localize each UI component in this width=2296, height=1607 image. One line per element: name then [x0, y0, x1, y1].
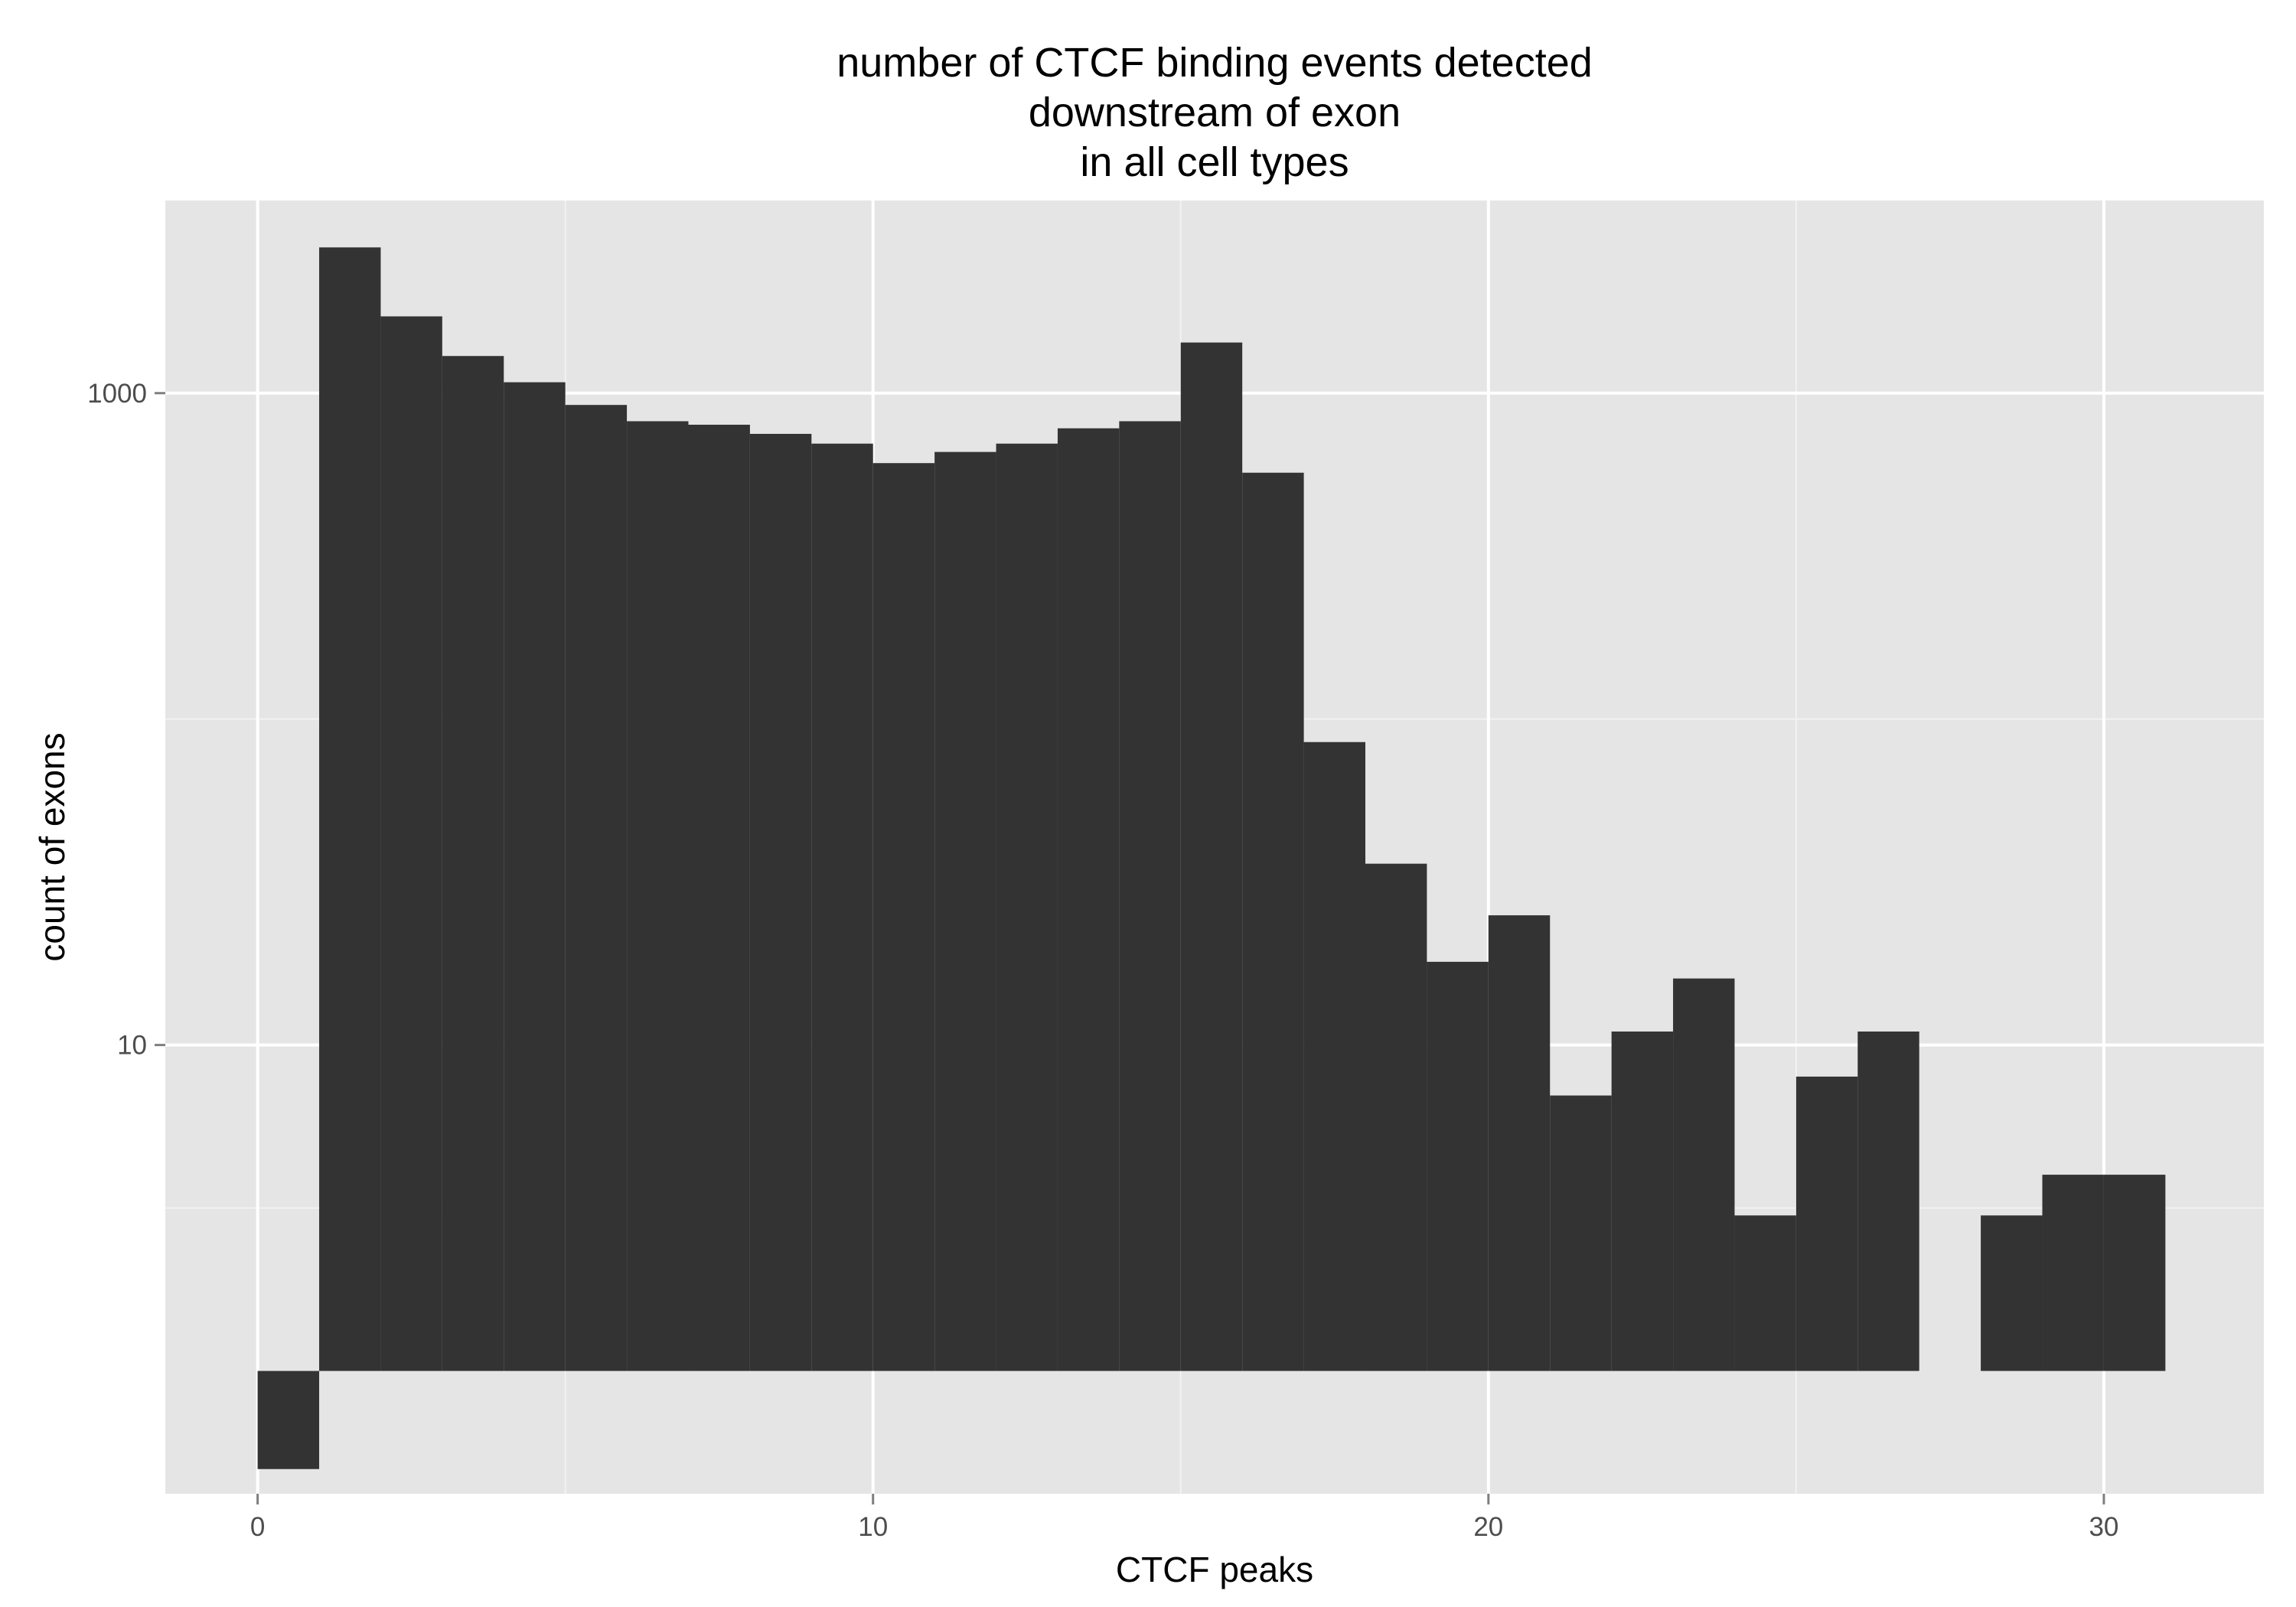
histogram-bar: [1734, 1215, 1796, 1371]
histogram-bars: [257, 247, 2166, 1469]
x-tick-label: 20: [1473, 1512, 1503, 1542]
y-tick-label: 10: [117, 1031, 147, 1061]
histogram-bar: [1427, 961, 1489, 1371]
chart-title-line-1: number of CTCF binding events detected: [837, 40, 1593, 86]
histogram-bar: [442, 356, 504, 1371]
chart-title: number of CTCF binding events detected d…: [837, 40, 1593, 185]
histogram-bar: [1365, 863, 1427, 1371]
x-tick-label: 10: [858, 1512, 888, 1542]
histogram-bar: [1057, 428, 1120, 1371]
histogram-bar: [811, 443, 873, 1371]
histogram-bar: [996, 443, 1058, 1371]
histogram-bar: [1857, 1031, 1919, 1371]
histogram-bar: [1611, 1031, 1674, 1371]
histogram-bar: [2103, 1175, 2166, 1371]
y-axis: 10 1000: [87, 379, 165, 1061]
chart-title-line-2: downstream of exon: [1029, 90, 1401, 135]
histogram-bar: [1303, 742, 1366, 1371]
histogram-bar: [1180, 342, 1243, 1371]
x-tick-label: 30: [2089, 1512, 2118, 1542]
histogram-bar: [1795, 1076, 1858, 1371]
histogram-bar: [380, 316, 442, 1371]
y-axis-title: count of exons: [32, 732, 72, 961]
histogram-bar: [1242, 472, 1304, 1371]
histogram-bar: [2042, 1175, 2104, 1371]
histogram-bar: [319, 247, 381, 1371]
x-axis-title: CTCF peaks: [1116, 1550, 1313, 1589]
histogram-bar: [565, 405, 628, 1371]
histogram-bar: [257, 1371, 320, 1469]
histogram-bar: [872, 463, 935, 1371]
y-tick-label: 1000: [87, 379, 147, 409]
histogram-bar: [688, 425, 750, 1371]
histogram-bar: [627, 421, 689, 1371]
histogram-bar: [504, 382, 566, 1371]
chart-title-line-3: in all cell types: [1080, 139, 1349, 185]
histogram-bar: [1119, 421, 1181, 1371]
histogram-bar: [1488, 915, 1551, 1371]
histogram-bar: [1981, 1215, 2043, 1371]
histogram-bar: [1550, 1095, 1612, 1371]
histogram-bar: [934, 451, 996, 1371]
histogram-bar: [1673, 978, 1735, 1371]
histogram-bar: [749, 433, 812, 1371]
x-axis: 0 10 20 30: [250, 1494, 2118, 1542]
x-tick-label: 0: [250, 1512, 265, 1542]
